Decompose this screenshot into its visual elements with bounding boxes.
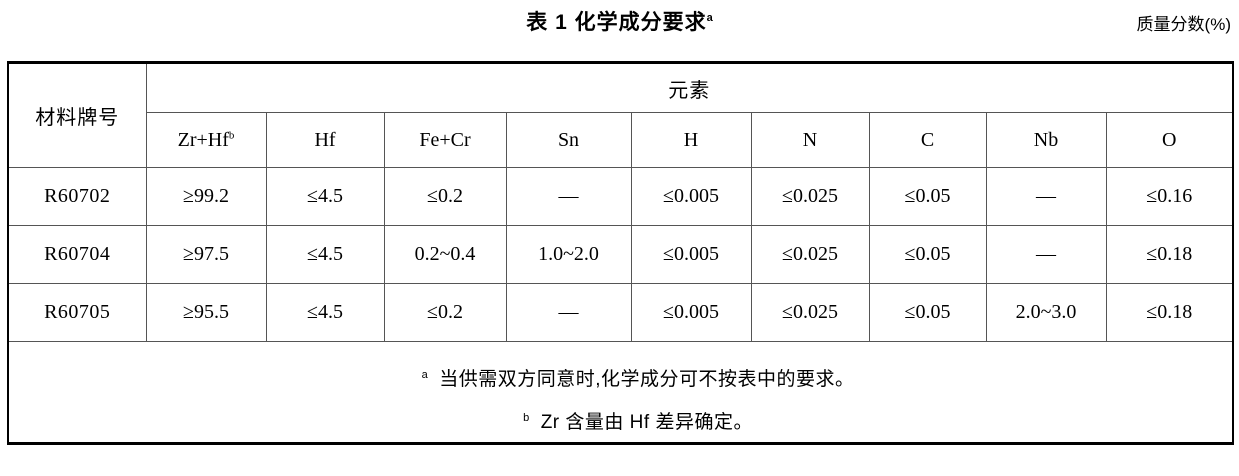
cell-hf: ≤4.5 bbox=[265, 225, 385, 284]
footnote-a-mark: a bbox=[421, 368, 429, 381]
table-header-columns-row: Zr+Hfb Hf Fe+Cr Sn H N C Nb O bbox=[8, 112, 1234, 168]
table-title-footnote-mark: a bbox=[706, 12, 713, 24]
header-material-brand: 材料牌号 bbox=[8, 62, 147, 168]
footnote-a-text: 当供需双方同意时,化学成分可不按表中的要求。 bbox=[439, 369, 855, 390]
header-col-h: H bbox=[630, 112, 752, 168]
header-col-sn: Sn bbox=[505, 112, 632, 168]
page-title: 表 1 化学成分要求a bbox=[0, 6, 1239, 36]
header-col-zr-hf-footnote-mark: b bbox=[228, 128, 235, 141]
unit-note: 质量分数(%) bbox=[1136, 15, 1231, 34]
cell-fe-cr: 0.2~0.4 bbox=[383, 225, 507, 284]
header-elements-group: 元素 bbox=[145, 62, 1234, 113]
footnote-b-text: Zr 含量由 Hf 差异确定。 bbox=[540, 412, 753, 433]
cell-fe-cr: ≤0.2 bbox=[383, 167, 507, 226]
cell-n: ≤0.025 bbox=[750, 225, 870, 284]
cell-sn: 1.0~2.0 bbox=[505, 225, 632, 284]
table-row: R60705 ≥95.5 ≤4.5 ≤0.2 — ≤0.005 ≤0.025 ≤… bbox=[8, 283, 1234, 342]
cell-hf: ≤4.5 bbox=[265, 167, 385, 226]
header-col-zr-hf: Zr+Hfb bbox=[146, 112, 267, 168]
cell-zr-hf: ≥99.2 bbox=[145, 167, 267, 226]
header-col-zr-hf-label: Zr+Hf bbox=[177, 128, 229, 151]
cell-h: ≤0.005 bbox=[630, 225, 752, 284]
header-col-nb: Nb bbox=[985, 112, 1107, 168]
cell-nb: — bbox=[985, 167, 1107, 226]
cell-n: ≤0.025 bbox=[750, 283, 870, 342]
header-col-o: O bbox=[1105, 112, 1234, 168]
cell-o: ≤0.16 bbox=[1105, 167, 1234, 226]
chemical-composition-table-wrapper: 材料牌号 元素 Zr+Hfb Hf Fe+Cr Sn H N C Nb O R6… bbox=[7, 61, 1235, 445]
header-col-hf: Hf bbox=[265, 112, 385, 168]
cell-brand: R60704 bbox=[8, 225, 147, 284]
footnote-b-mark: b bbox=[523, 411, 530, 424]
cell-c: ≤0.05 bbox=[868, 225, 987, 284]
cell-hf: ≤4.5 bbox=[265, 283, 385, 342]
table-row: R60704 ≥97.5 ≤4.5 0.2~0.4 1.0~2.0 ≤0.005… bbox=[8, 225, 1234, 284]
table-row: R60702 ≥99.2 ≤4.5 ≤0.2 — ≤0.005 ≤0.025 ≤… bbox=[8, 167, 1234, 226]
chemical-composition-table: 材料牌号 元素 Zr+Hfb Hf Fe+Cr Sn H N C Nb O R6… bbox=[7, 61, 1235, 445]
cell-o: ≤0.18 bbox=[1105, 225, 1234, 284]
cell-c: ≤0.05 bbox=[868, 167, 987, 226]
cell-fe-cr: ≤0.2 bbox=[383, 283, 507, 342]
cell-h: ≤0.005 bbox=[630, 283, 752, 342]
cell-sn: — bbox=[505, 283, 632, 342]
cell-zr-hf: ≥97.5 bbox=[145, 225, 267, 284]
cell-c: ≤0.05 bbox=[868, 283, 987, 342]
footnote-a: a 当供需双方同意时,化学成分可不按表中的要求。 bbox=[9, 364, 1232, 391]
cell-n: ≤0.025 bbox=[750, 167, 870, 226]
header-col-c: C bbox=[868, 112, 987, 168]
table-footnotes-row: a 当供需双方同意时,化学成分可不按表中的要求。 b Zr 含量由 Hf 差异确定。 bbox=[8, 341, 1234, 444]
table-footnotes: a 当供需双方同意时,化学成分可不按表中的要求。 b Zr 含量由 Hf 差异确定。 bbox=[8, 341, 1234, 444]
cell-nb: 2.0~3.0 bbox=[985, 283, 1107, 342]
table-title-text: 表 1 化学成分要求 bbox=[526, 11, 707, 34]
cell-zr-hf: ≥95.5 bbox=[145, 283, 267, 342]
title-row: 表 1 化学成分要求a 质量分数(%) bbox=[0, 0, 1239, 46]
cell-h: ≤0.005 bbox=[630, 167, 752, 226]
cell-sn: — bbox=[505, 167, 632, 226]
cell-brand: R60705 bbox=[8, 283, 147, 342]
table-header-group-row: 材料牌号 元素 bbox=[8, 62, 1234, 168]
cell-o: ≤0.18 bbox=[1105, 283, 1234, 342]
footnote-b: b Zr 含量由 Hf 差异确定。 bbox=[9, 407, 1232, 434]
header-col-fe-cr: Fe+Cr bbox=[383, 112, 507, 168]
header-col-n: N bbox=[750, 112, 870, 168]
cell-brand: R60702 bbox=[8, 167, 147, 226]
cell-nb: — bbox=[985, 225, 1107, 284]
